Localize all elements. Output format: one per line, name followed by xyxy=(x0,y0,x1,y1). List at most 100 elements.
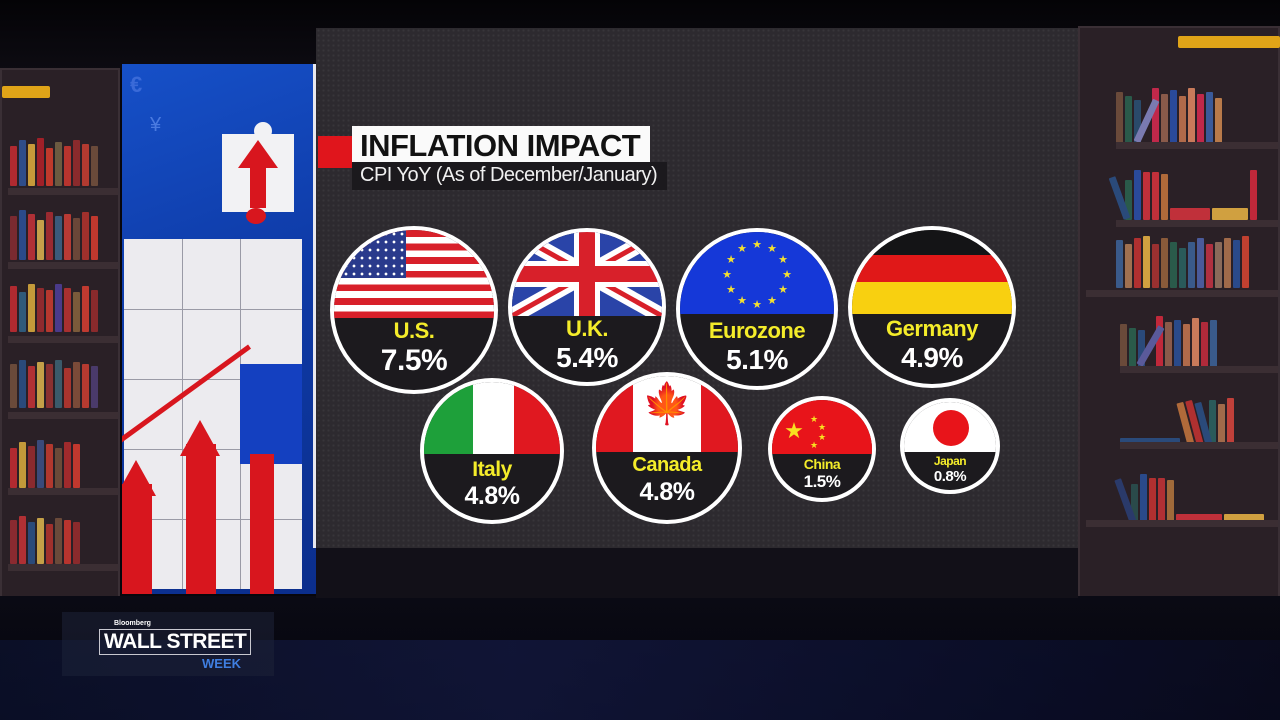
inflation-illustration-panel: € ¥ xyxy=(122,64,316,594)
bookcase-right xyxy=(1078,26,1280,600)
cpi-value: 5.1% xyxy=(726,344,788,375)
svg-text:★: ★ xyxy=(726,253,736,266)
bar-arrow-head-icon xyxy=(180,420,220,456)
book-row xyxy=(10,440,114,488)
svg-text:★: ★ xyxy=(722,268,732,281)
title-accent-bar xyxy=(318,136,352,168)
canada-flag-icon: 🍁 xyxy=(596,376,738,452)
china-flag-icon: ★ ★ ★ ★ ★ xyxy=(772,400,872,454)
book-row xyxy=(1114,474,1274,524)
shelf xyxy=(1120,366,1278,373)
badge-canada: 🍁 Canada 4.8% xyxy=(592,372,742,524)
svg-text:★: ★ xyxy=(782,268,792,281)
book-row xyxy=(1116,88,1274,144)
book-row xyxy=(1116,236,1274,288)
rising-sun-icon xyxy=(933,410,969,446)
panel-divider xyxy=(313,64,316,548)
show-logo: Bloomberg WALL STREET WEEK xyxy=(62,612,274,676)
eu-flag-icon: ★ ★ ★ ★ ★ ★ ★ ★ ★ ★ ★ ★ xyxy=(680,232,834,314)
missing-puzzle-piece xyxy=(240,364,302,464)
country-name: Eurozone xyxy=(708,318,806,343)
germany-flag-icon xyxy=(852,230,1012,314)
svg-text:★: ★ xyxy=(752,298,762,311)
graphic-title: INFLATION IMPACT xyxy=(360,128,641,163)
country-name: China xyxy=(803,456,841,472)
euro-symbol-icon: € xyxy=(130,72,143,97)
logo-show-title: WALL STREET xyxy=(104,630,247,653)
logo-title-box: WALL STREET xyxy=(99,629,252,655)
subtitle-banner: CPI YoY (As of December/January) xyxy=(352,162,668,190)
shelf-lamp xyxy=(2,86,50,98)
badge-germany: Germany 4.9% xyxy=(848,226,1016,388)
shelf xyxy=(1120,442,1278,449)
screen-base xyxy=(316,548,1078,598)
book-row xyxy=(10,516,114,564)
cpi-value: 0.8% xyxy=(933,468,967,485)
bar-arrow-icon xyxy=(122,484,152,594)
badge-uk: U.K. 5.4% xyxy=(508,228,666,386)
country-name: Germany xyxy=(886,316,978,341)
logo-brand: Bloomberg xyxy=(114,620,151,627)
svg-text:★: ★ xyxy=(767,242,777,255)
logo-show-suffix: WEEK xyxy=(202,656,241,671)
svg-text:★: ★ xyxy=(726,283,736,296)
book-row xyxy=(1120,398,1274,447)
cpi-value: 7.5% xyxy=(380,344,448,377)
book-row xyxy=(1120,316,1274,368)
bookcase-left xyxy=(0,68,120,598)
cpi-value: 5.4% xyxy=(556,342,618,373)
shelf xyxy=(1086,520,1278,527)
book-row xyxy=(10,360,114,408)
svg-text:★: ★ xyxy=(778,283,788,296)
puzzle-piece-icon xyxy=(222,122,294,224)
shelf xyxy=(8,336,118,343)
flag-stripe xyxy=(250,454,274,594)
bar-arrow-head-icon xyxy=(122,460,156,496)
shelf xyxy=(8,412,118,419)
cpi-value: 4.8% xyxy=(639,478,695,506)
cpi-value: 1.5% xyxy=(803,472,841,491)
badge-china: ★ ★ ★ ★ ★ China 1.5% xyxy=(768,396,876,502)
shelf xyxy=(1116,220,1278,227)
svg-text:★: ★ xyxy=(737,294,747,307)
uk-flag-icon xyxy=(512,232,662,316)
country-name: U.S. xyxy=(393,318,435,343)
svg-text:★: ★ xyxy=(818,423,826,433)
bar-arrow-icon xyxy=(186,444,216,594)
italy-flag-icon xyxy=(424,382,560,454)
us-flag-icon xyxy=(334,230,494,318)
svg-text:★: ★ xyxy=(737,242,747,255)
badge-us: U.S. 7.5% xyxy=(330,226,498,394)
book-row xyxy=(10,210,114,260)
country-name: U.K. xyxy=(566,316,609,341)
shelf xyxy=(8,188,118,195)
badge-eurozone: ★ ★ ★ ★ ★ ★ ★ ★ ★ ★ ★ ★ Eurozone 5.1% xyxy=(676,228,838,390)
shelf xyxy=(8,564,118,571)
cpi-value: 4.9% xyxy=(901,342,963,373)
graphic-subtitle: CPI YoY (As of December/January) xyxy=(360,164,658,186)
svg-text:★: ★ xyxy=(752,238,762,251)
japan-flag-icon xyxy=(904,402,996,452)
country-name: Canada xyxy=(632,454,702,476)
title-banner: INFLATION IMPACT xyxy=(352,126,651,163)
svg-text:★: ★ xyxy=(810,415,818,425)
shelf xyxy=(1116,142,1278,149)
badge-italy: Italy 4.8% xyxy=(420,378,564,524)
book-row xyxy=(10,138,114,186)
shelf xyxy=(8,488,118,495)
book-row xyxy=(10,284,114,332)
svg-text:★: ★ xyxy=(810,441,818,451)
shelf xyxy=(1086,290,1278,297)
svg-text:★: ★ xyxy=(818,433,826,443)
cpi-value: 4.8% xyxy=(464,482,520,510)
badge-japan: Japan 0.8% xyxy=(900,398,1000,494)
maple-leaf-icon: 🍁 xyxy=(642,382,692,426)
country-name: Japan xyxy=(933,454,967,468)
book-row xyxy=(1108,170,1274,220)
shelf xyxy=(8,262,118,269)
svg-text:★: ★ xyxy=(778,253,788,266)
country-name: Italy xyxy=(472,458,512,481)
shelf-lamp xyxy=(1178,36,1280,48)
svg-text:★: ★ xyxy=(784,419,804,444)
svg-text:★: ★ xyxy=(767,294,777,307)
